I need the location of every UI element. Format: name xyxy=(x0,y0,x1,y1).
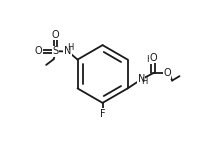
Text: F: F xyxy=(100,109,105,119)
Text: O: O xyxy=(150,53,158,63)
Text: O: O xyxy=(52,30,59,40)
Text: S: S xyxy=(52,46,58,56)
Text: O: O xyxy=(35,46,43,56)
Text: H: H xyxy=(146,55,152,64)
Text: H: H xyxy=(67,43,73,52)
Text: H: H xyxy=(141,77,147,86)
Text: N: N xyxy=(64,46,71,56)
Text: N: N xyxy=(138,74,145,84)
Text: O: O xyxy=(163,68,171,78)
